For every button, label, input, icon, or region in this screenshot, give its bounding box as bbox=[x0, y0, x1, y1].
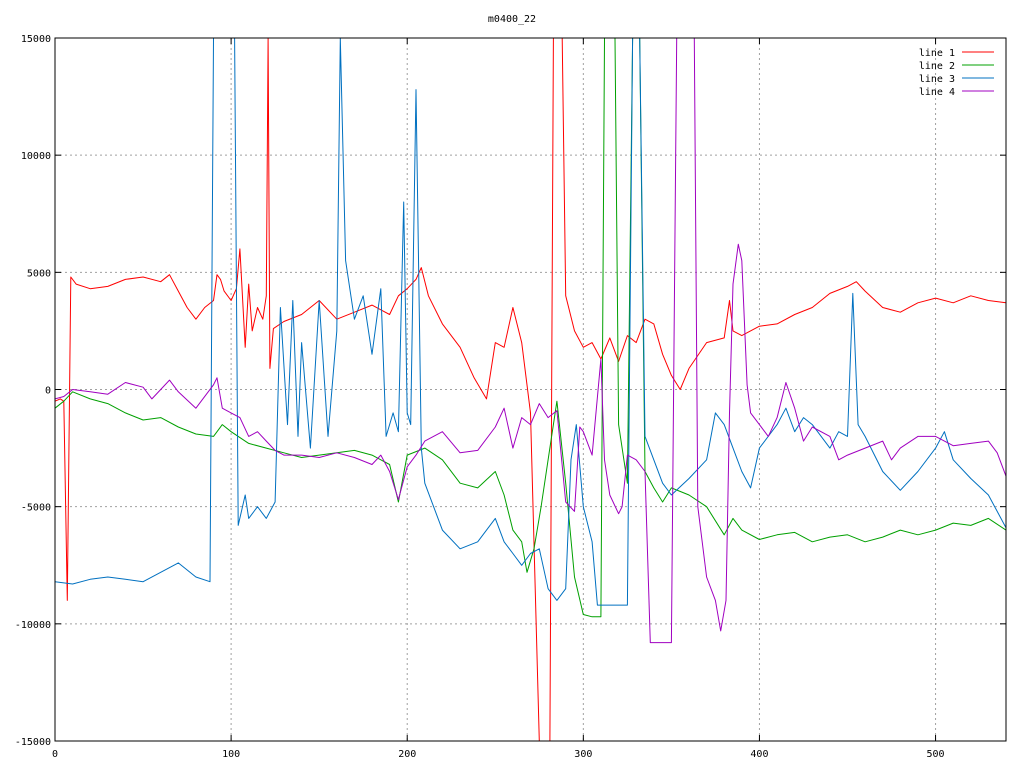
x-tick-label: 0 bbox=[52, 749, 58, 760]
series-layer bbox=[55, 38, 1006, 741]
chart-title: m0400_22 bbox=[488, 14, 536, 25]
axes: -15000 -10000 -5000 0 5000 10000 15000 0 100 200 3… bbox=[15, 34, 1006, 760]
series-line-2 bbox=[55, 38, 1006, 618]
legend-label: line 3 bbox=[919, 74, 955, 85]
y-tick-label: -5000 bbox=[21, 503, 51, 514]
x-tick-label: 500 bbox=[927, 749, 945, 760]
series-line-4 bbox=[55, 38, 1006, 644]
y-tick-label: -15000 bbox=[15, 737, 51, 748]
y-tick-label: 5000 bbox=[27, 268, 51, 279]
series-line-1 bbox=[55, 38, 1006, 741]
y-tick-label: 10000 bbox=[21, 151, 51, 162]
y-tick-label: 15000 bbox=[21, 34, 51, 45]
legend-label: line 1 bbox=[919, 48, 955, 59]
x-tick-label: 400 bbox=[750, 749, 768, 760]
legend-label: line 2 bbox=[919, 61, 955, 72]
x-tick-label: 200 bbox=[398, 749, 416, 760]
grid bbox=[55, 38, 1006, 741]
y-tick-label: 0 bbox=[45, 386, 51, 397]
legend: line 1 line 2 line 3 line 4 bbox=[919, 48, 994, 98]
x-tick-label: 300 bbox=[574, 749, 592, 760]
y-tick-label: -10000 bbox=[15, 620, 51, 631]
legend-label: line 4 bbox=[919, 87, 955, 98]
x-tick-label: 100 bbox=[222, 749, 240, 760]
series-line-3 bbox=[55, 38, 1006, 606]
